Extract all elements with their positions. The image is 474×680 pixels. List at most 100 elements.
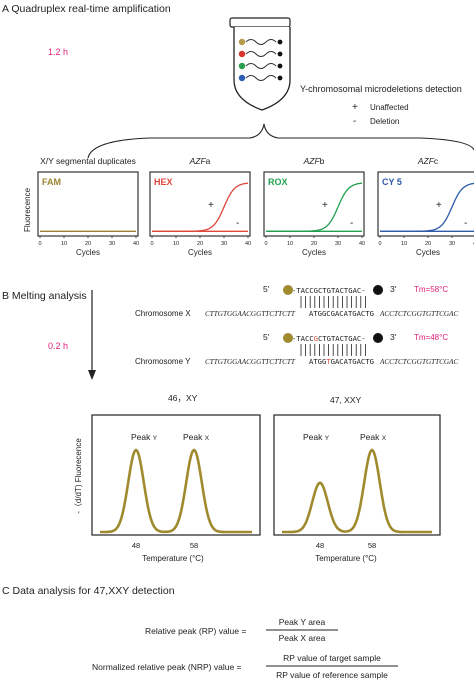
amp-xlabel: Cycles xyxy=(302,248,326,257)
legend-deletion: Deletion xyxy=(370,117,399,126)
chromosome-x-label: Chromosome X xyxy=(135,309,191,318)
tm-x: Tm=58°C xyxy=(414,285,448,294)
tube-quencher-3 xyxy=(277,75,283,81)
section-a-title: A Quadruplex real-time amplification xyxy=(2,3,171,15)
legend-plus-symbol: + xyxy=(352,102,358,113)
amp-tick-label: 20 xyxy=(85,241,91,247)
amp-minus: - xyxy=(464,218,467,229)
melt-right-peak-x: Peak X xyxy=(360,432,387,442)
tube-dot-0 xyxy=(238,38,246,46)
probe-y-3prime: 3' xyxy=(390,332,397,342)
amp-tick-label: 10 xyxy=(61,241,67,247)
amplification-panels: X/Y segmental duplicates FAM 0 10 20 30 40 Cycl… xyxy=(37,156,474,257)
amp-tick-label: 30 xyxy=(335,241,341,247)
section-a-time: 1.2 h xyxy=(48,47,68,57)
chromosome-y-label: Chromosome Y xyxy=(135,357,191,366)
amp-tick-label: 40 xyxy=(245,241,251,247)
probe-x-3prime: 3' xyxy=(390,284,397,294)
amp-plus: + xyxy=(208,200,214,211)
amp-xlabel: Cycles xyxy=(76,248,100,257)
melt-right-peak-y: Peak Y xyxy=(303,432,330,442)
amp-tick-label: 40 xyxy=(473,241,474,247)
probe-x-fluor-dot xyxy=(283,285,293,295)
rp-numerator: Peak Y area xyxy=(279,617,326,627)
melt-left-xlabel: Temperature (°C) xyxy=(142,554,204,563)
amp-tick-label: 10 xyxy=(173,241,179,247)
melt-curve-46xy xyxy=(100,448,252,534)
tube-probe-1 xyxy=(245,51,277,57)
tube-probe-3 xyxy=(245,75,277,81)
hybridization-bars-y xyxy=(300,344,366,356)
melt-left-peak-x: Peak X xyxy=(183,432,210,442)
legend-unaffected: Unaffected xyxy=(370,103,409,112)
probe-y-seq: -TACCGCTGTACTGAC- xyxy=(292,334,366,343)
hybridization-bars-x xyxy=(300,296,366,308)
amp-xlabel: Cycles xyxy=(416,248,440,257)
melt-ylabel: -（d/dT) Fluorecence xyxy=(74,438,83,514)
amp-panel-frame xyxy=(377,171,474,237)
tube-quencher-1 xyxy=(277,51,283,57)
amp-panel-0: X/Y segmental duplicates FAM 0 10 20 30 40 Cycl… xyxy=(37,156,139,257)
amp-panel-header: AZFc xyxy=(417,156,439,166)
amp-tick-label: 30 xyxy=(221,241,227,247)
detection-label: Y-chromosomal microdeletions detection xyxy=(300,84,462,94)
amp-plus: + xyxy=(436,200,442,211)
seq-x-right: ACCTCTCGGTGTTCGAC xyxy=(379,310,458,318)
nrp-denominator: RP value of reference sample xyxy=(276,670,388,680)
probe-x-quencher-dot xyxy=(373,285,383,295)
melt-curves xyxy=(100,448,432,534)
probe-y-fluor-dot xyxy=(283,333,293,343)
amp-panel-3: AZFc CY 5 + - 0 10 20 30 40 Cycles xyxy=(377,156,474,257)
tube-probe-0 xyxy=(245,39,277,45)
amp-tick-label: 20 xyxy=(425,241,431,247)
amp-tick-label: 10 xyxy=(287,241,293,247)
seq-x-left: CTTGTGGAACGGTTCTTCTT xyxy=(205,310,296,318)
melt-curve-47xxy xyxy=(282,448,432,534)
amp-panel-frame xyxy=(149,171,251,237)
flow-arrow-head xyxy=(88,370,96,380)
amp-tick-label: 0 xyxy=(150,241,153,247)
amp-panel-frame xyxy=(263,171,365,237)
melt-left-frame xyxy=(91,414,261,536)
legend-minus-symbol: - xyxy=(353,116,356,127)
tube-dot-2 xyxy=(238,62,246,70)
rp-label: Relative peak (RP) value = xyxy=(145,626,246,636)
melt-left-peak-y: Peak Y xyxy=(131,432,158,442)
rp-denominator: Peak X area xyxy=(279,633,326,643)
tube-probe-2 xyxy=(245,63,277,69)
amp-ylabel: Fluorecence xyxy=(23,187,32,232)
amp-tick-label: 30 xyxy=(109,241,115,247)
amp-tick-label: 40 xyxy=(133,241,139,247)
seq-x-mid: ATGGCGACATGACTG xyxy=(309,309,374,318)
melt-left-tick-58: 58 xyxy=(190,541,198,550)
amp-panel-header: X/Y segmental duplicates xyxy=(40,156,136,166)
melt-right-title: 47, XXY xyxy=(330,395,362,405)
probe-y-5prime: 5' xyxy=(263,332,270,342)
melt-left-title: 46，XY xyxy=(168,393,198,403)
amp-tick-label: 40 xyxy=(359,241,365,247)
probe-x-seq: -TACCGCTGTACTGAC- xyxy=(292,286,366,295)
brace xyxy=(87,123,474,159)
amp-plus: + xyxy=(322,200,328,211)
amp-tick-label: 30 xyxy=(449,241,455,247)
nrp-numerator: RP value of target sample xyxy=(283,653,381,663)
amp-panel-header: AZFb xyxy=(303,156,325,166)
amp-tick-label: 20 xyxy=(197,241,203,247)
amp-minus: - xyxy=(236,218,239,229)
melt-right-xlabel: Temperature (°C) xyxy=(315,554,377,563)
seq-y-right: ACCTCTCGGTGTTCGAC xyxy=(379,358,458,366)
section-b-time: 0.2 h xyxy=(48,341,68,351)
nrp-label: Normalized relative peak (NRP) value = xyxy=(92,662,242,672)
seq-y-left: CTTGTGGAACGGTTCTTCTT xyxy=(205,358,296,366)
amp-dye-label: HEX xyxy=(154,177,173,187)
amp-dye-label: ROX xyxy=(268,177,288,187)
amp-panel-2: AZFb ROX + - 0 10 20 30 40 Cycles xyxy=(263,156,365,257)
seq-y-mid: ATGGTGACATGACTG xyxy=(309,357,374,366)
tube-quencher-0 xyxy=(277,39,283,45)
amp-minus: - xyxy=(350,218,353,229)
amp-dye-label: FAM xyxy=(42,177,61,187)
amp-tick-label: 0 xyxy=(38,241,41,247)
tube-dot-3 xyxy=(238,74,246,82)
amp-xlabel: Cycles xyxy=(188,248,212,257)
